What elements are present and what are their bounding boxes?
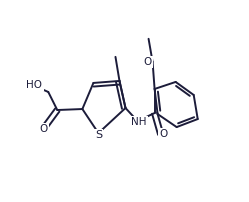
Text: O: O [39,124,47,134]
Text: NH: NH [131,117,146,127]
Text: O: O [160,129,168,139]
Text: S: S [95,130,102,140]
Text: HO: HO [26,80,42,90]
Text: O: O [143,57,152,67]
